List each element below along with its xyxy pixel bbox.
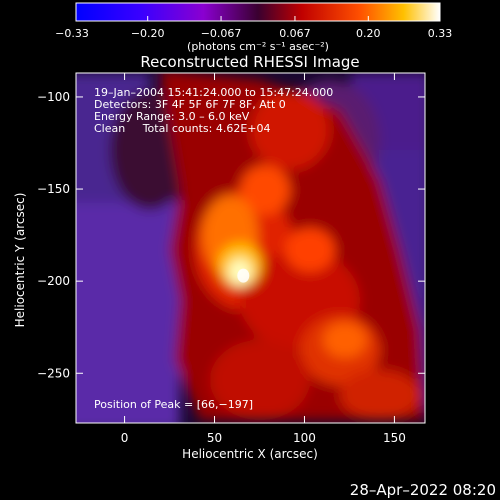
colorbar-tick-label: −0.33: [55, 27, 89, 40]
y-tick-label: −150: [37, 182, 70, 196]
y-axis-ticks: −100 −150 −200 −250: [37, 90, 425, 380]
colorbar-tick-label: 0.33: [428, 27, 453, 40]
y-tick-label: −100: [37, 90, 70, 104]
y-tick-label: −200: [37, 274, 70, 288]
x-tick-label: 100: [293, 431, 316, 445]
annotation-clean-counts: Clean Total counts: 4.62E+04: [94, 122, 271, 135]
plot-frame: [75, 72, 426, 424]
chart-title: Reconstructed RHESSI Image: [140, 53, 359, 71]
heatmap-image: [76, 73, 425, 423]
colorbar-tick-label: −0.20: [131, 27, 165, 40]
colorbar-tick-label: 0.067: [279, 27, 311, 40]
colorbar-tick-label: 0.20: [356, 27, 381, 40]
colorbar: [75, 2, 441, 22]
x-tick-label: 50: [207, 431, 222, 445]
x-tick-label: 0: [121, 431, 129, 445]
y-tick-label: −250: [37, 366, 70, 380]
annotation-time-range: 19–Jan–2004 15:41:24.000 to 15:47:24.000: [94, 86, 333, 99]
footer-timestamp: 28–Apr–2022 08:20: [350, 481, 496, 499]
x-tick-label: 150: [383, 431, 406, 445]
colorbar-tick-label: −0.067: [201, 27, 242, 40]
x-axis-label: Heliocentric X (arcsec): [182, 447, 318, 461]
annotation-energy-range: Energy Range: 3.0 – 6.0 keV: [94, 110, 250, 123]
x-axis-ticks: 0 50 100 150: [121, 73, 406, 445]
peak-marker: [237, 268, 250, 283]
annotation-peak-position: Position of Peak = [66,−197]: [94, 398, 253, 411]
annotation-detectors: Detectors: 3F 4F 5F 6F 7F 8F, Att 0: [94, 98, 286, 111]
y-axis-label: Heliocentric Y (arcsec): [13, 193, 27, 328]
colorbar-ticks: −0.33 −0.20 −0.067 0.067 0.20 0.33: [55, 16, 452, 40]
colorbar-unit-label: (photons cm⁻² s⁻¹ asec⁻²): [187, 40, 329, 53]
